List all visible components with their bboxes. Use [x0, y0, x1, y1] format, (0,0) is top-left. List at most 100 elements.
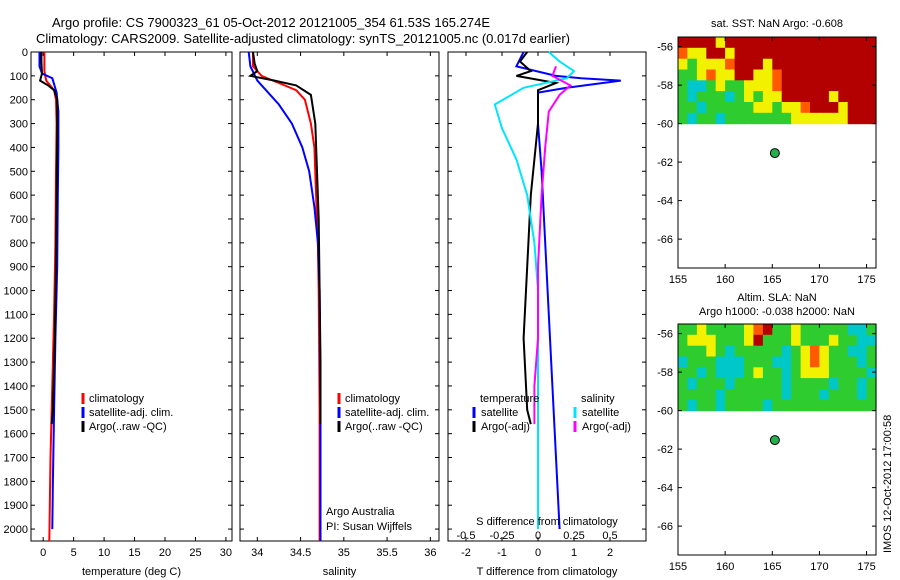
heatmap-cell — [734, 47, 745, 60]
heatmap-cell — [819, 399, 830, 412]
heatmap-cell — [772, 91, 783, 103]
heatmap-cell — [734, 102, 745, 114]
heatmap-cell — [781, 69, 792, 81]
heatmap-cell — [687, 345, 698, 358]
heatmap-cell — [791, 47, 802, 60]
legend-label: satellite-adj. clim. — [89, 407, 173, 419]
y-tick-label: 1900 — [4, 500, 28, 512]
heatmap-cell — [687, 324, 698, 336]
legend-label: Argo(..raw -QC) — [89, 421, 167, 433]
heatmap-cell — [810, 356, 820, 368]
heatmap-cell — [687, 58, 698, 71]
heatmap-cell — [678, 112, 688, 125]
heatmap-cell — [744, 345, 754, 358]
heatmap-cell — [866, 47, 877, 60]
heatmap-cell — [725, 37, 736, 49]
heatmap-cell — [772, 69, 783, 81]
heatmap-cell — [838, 345, 849, 358]
heatmap-cell — [819, 356, 830, 368]
heatmap-cell — [696, 37, 707, 49]
heatmap-cell — [819, 69, 830, 81]
heatmap-cell — [838, 102, 849, 114]
heatmap-cell — [847, 58, 858, 71]
heatmap-cell — [866, 69, 877, 81]
heatmap-cell — [810, 112, 820, 125]
x-tick-label: 2 — [607, 547, 613, 559]
profile-panel-3: -2 -1 0 1 2 T difference from climatology S di… — [447, 51, 647, 578]
heatmap-cell — [772, 102, 783, 114]
heatmap-cell — [847, 47, 858, 60]
heatmap-cell — [762, 80, 773, 92]
heatmap-cell — [706, 389, 717, 401]
heatmap-cell — [828, 112, 839, 125]
heatmap-cell — [706, 345, 717, 358]
heatmap-cell — [828, 345, 839, 358]
heatmap-cell — [734, 324, 745, 336]
heatmap-cell — [772, 389, 783, 401]
x-tick-label: 0 — [40, 547, 46, 559]
heatmap-cell — [847, 112, 858, 125]
series-line-argo-adj- — [516, 51, 560, 425]
heatmap-cell — [857, 112, 868, 125]
heatmap-cell — [866, 378, 877, 390]
heatmap-cell — [687, 69, 698, 81]
heatmap-cell — [772, 378, 783, 390]
y-tick-label: -64 — [657, 483, 673, 495]
heatmap-cell — [696, 69, 707, 81]
y-tick-label: 900 — [10, 262, 28, 274]
heatmap-cell — [715, 334, 726, 347]
heatmap-cell — [866, 91, 877, 103]
heatmap-cell — [781, 58, 792, 71]
y-tick-label: -58 — [657, 367, 673, 379]
heatmap-cell — [800, 80, 811, 92]
heatmap-cell — [696, 399, 707, 412]
legend-label: climatology — [345, 393, 401, 405]
heatmap-cell — [800, 367, 811, 379]
y-tick-label: -60 — [657, 119, 673, 131]
map-panel-1: 155 160 165 170 175 -56 -58 -60 -62 -64 -66 sat. SS… — [657, 18, 877, 286]
heatmap-cell — [781, 399, 792, 412]
heatmap-cell — [725, 91, 736, 103]
heatmap-cell — [678, 69, 688, 81]
heatmap-cell — [772, 47, 783, 60]
heatmap-cell — [791, 399, 802, 412]
heatmap-cell — [734, 367, 745, 379]
x-tick-label-secondary: -0.25 — [489, 530, 514, 542]
heatmap-cell — [715, 69, 726, 81]
heatmap-cell — [706, 399, 717, 412]
heatmap-cell — [781, 80, 792, 92]
heatmap-cell — [781, 389, 792, 401]
heatmap-cell — [819, 91, 830, 103]
heatmap-cell — [715, 112, 726, 125]
legend-label: satellite — [481, 407, 518, 419]
heatmap-cell — [828, 389, 839, 401]
heatmap-cell — [706, 378, 717, 390]
heatmap-cell — [715, 102, 726, 114]
legend-title-salinity: salinity — [581, 393, 615, 405]
heatmap-cell — [744, 356, 754, 368]
heatmap-cell — [715, 91, 726, 103]
heatmap-cell — [828, 334, 839, 347]
heatmap-cell — [696, 58, 707, 71]
heatmap-cell — [678, 324, 688, 336]
y-tick-label: -66 — [657, 234, 673, 246]
heatmap-cell — [828, 378, 839, 390]
heatmap-cell — [687, 378, 698, 390]
heatmap-cell — [866, 112, 877, 125]
y-tick-label: 600 — [10, 190, 28, 202]
heatmap-cell — [715, 389, 726, 401]
heatmap-cell — [696, 389, 707, 401]
heatmap-cell — [753, 47, 764, 60]
heatmap-cell — [810, 47, 820, 60]
heatmap-cell — [791, 58, 802, 71]
x-tick-label: 15 — [128, 547, 140, 559]
legend-title-temperature: temperature — [480, 393, 539, 405]
heatmap-cell — [857, 91, 868, 103]
y-tick-label: 800 — [10, 238, 28, 250]
heatmap-cell — [866, 389, 877, 401]
heatmap-cell — [857, 345, 868, 358]
heatmap-cell — [762, 91, 773, 103]
heatmap-cell — [866, 367, 877, 379]
y-tick-label: -62 — [657, 444, 673, 456]
heatmap-cell — [744, 102, 754, 114]
